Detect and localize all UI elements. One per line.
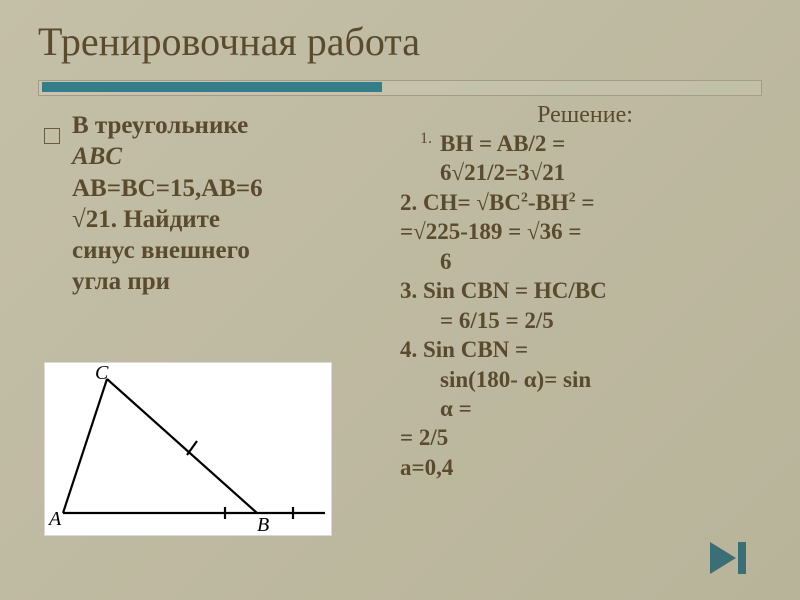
svg-text:B: B <box>257 514 269 535</box>
solution-line: 1.BH = AB/2 = <box>400 129 770 158</box>
solution-heading: Решение: <box>400 102 770 129</box>
solution-line: 4. Sin CBN = <box>400 335 770 364</box>
solution-line: 6√21/2=3√21 <box>400 158 770 187</box>
solution-line: =√225-189 = √36 = <box>400 217 770 246</box>
solution-line: 2. CH= √BC2-BH2 = <box>400 188 770 217</box>
problem-line: √21. Найдите <box>72 206 220 233</box>
svg-text:C: C <box>95 363 109 384</box>
solution-line: 3. Sin CBN = HC/BC <box>400 276 770 305</box>
solution-line: = 6/15 = 2/5 <box>400 306 770 335</box>
problem-line: синус внешнего <box>72 237 250 264</box>
svg-text:A: A <box>47 508 62 530</box>
solution-line: 6 <box>400 247 770 276</box>
solution-line: а=0,4 <box>400 453 770 482</box>
triangle-diagram: A B C <box>44 362 332 536</box>
accent-bar <box>42 82 382 92</box>
solution-line: α = <box>400 394 770 423</box>
solution-line: = 2/5 <box>400 423 770 452</box>
problem-line: В треугольнике <box>72 112 248 139</box>
slide-title: Тренировочная работа <box>38 18 420 65</box>
solution-line: sin(180- α)= sin <box>400 365 770 394</box>
problem-line-em: ABC <box>72 143 122 170</box>
problem-line: AB=ВС=15,АВ=6 <box>72 175 263 202</box>
next-slide-button[interactable] <box>708 538 756 578</box>
problem-line: угла при <box>72 268 170 295</box>
problem-text: В треугольнике ABC AB=ВС=15,АВ=6 √21. На… <box>44 110 384 298</box>
solution-block: Решение: 1.BH = AB/2 =6√21/2=3√212. CH= … <box>400 102 770 482</box>
